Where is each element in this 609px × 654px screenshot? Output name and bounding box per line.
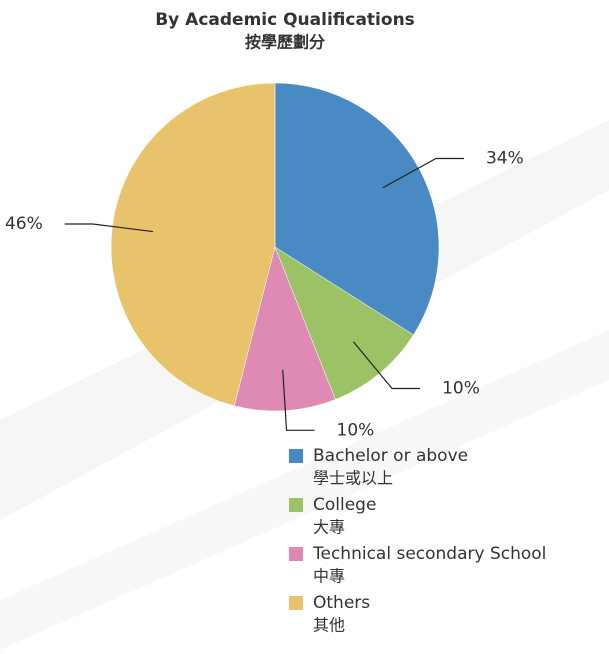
legend-label: Bachelor or above: [313, 446, 468, 466]
legend-swatch: [289, 596, 303, 610]
chart-subtitle: 按學歷劃分: [245, 33, 325, 52]
leader-line: [382, 157, 464, 189]
legend-label-zh: 中專: [313, 567, 345, 586]
legend-label: Technical secondary School: [312, 544, 546, 564]
leader-line: [352, 341, 421, 390]
legend-label-zh: 大專: [313, 518, 345, 537]
legend-swatch: [289, 547, 303, 561]
legend-swatch: [289, 449, 303, 463]
legend-swatch: [289, 498, 303, 512]
leader-line: [64, 223, 154, 233]
data-label: 46%: [5, 214, 43, 234]
legend-label-zh: 學士或以上: [313, 469, 393, 488]
data-label: 10%: [442, 379, 480, 399]
background-stripe: [0, 330, 609, 650]
data-label: 10%: [337, 420, 375, 440]
chart-title: By Academic Qualifications: [155, 10, 415, 30]
legend-label: College: [313, 495, 376, 515]
legend-label: Others: [313, 593, 370, 613]
legend-label-zh: 其他: [313, 616, 345, 635]
leader-line: [282, 369, 315, 431]
data-label: 34%: [486, 149, 524, 169]
